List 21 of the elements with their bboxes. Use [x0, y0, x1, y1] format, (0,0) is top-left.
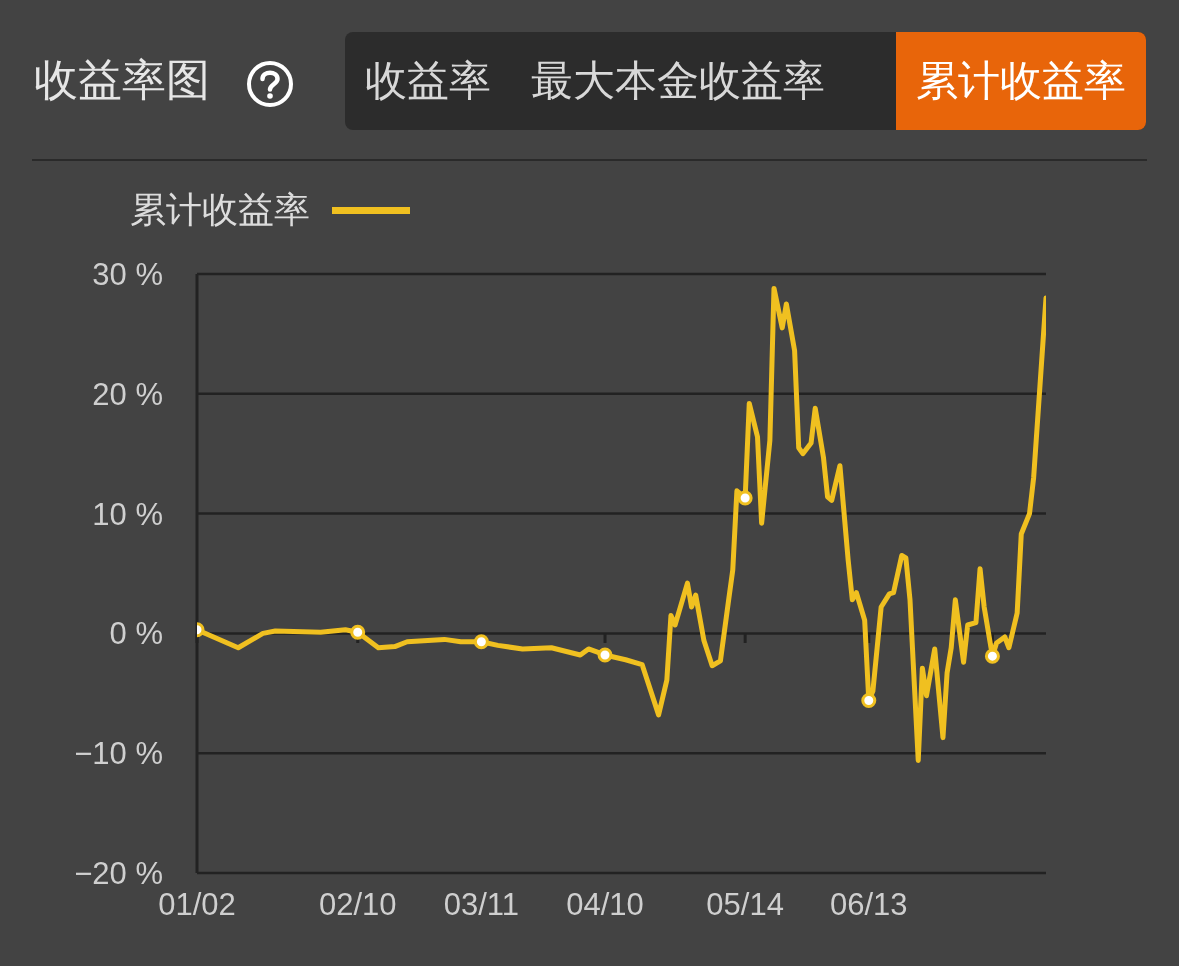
x-tick-label: 02/10: [318, 887, 397, 923]
y-tick-label: −10 %: [74, 736, 163, 772]
y-tick-label: 20 %: [92, 376, 163, 412]
x-tick-label: 03/11: [443, 887, 520, 923]
chart-title: 收益率图: [34, 54, 210, 106]
point: [984, 648, 1000, 664]
y-tick-label: 0 %: [109, 616, 163, 652]
point: [597, 647, 613, 663]
point: [473, 634, 489, 650]
text: 最大本金收益率: [530, 56, 826, 106]
point: [737, 490, 753, 506]
text: 收益率: [364, 56, 492, 106]
point: [861, 692, 877, 708]
y-tick-label: 30 %: [92, 257, 163, 293]
legend-label: 累计收益率: [130, 188, 310, 232]
x-tick-label: 04/10: [566, 887, 644, 923]
x-tick-label: 06/13: [829, 887, 908, 923]
point: [350, 624, 366, 640]
y-tick-label: 10 %: [92, 496, 163, 532]
x-tick-label: 05/14: [706, 887, 784, 923]
text: 累计收益率: [896, 32, 1146, 130]
